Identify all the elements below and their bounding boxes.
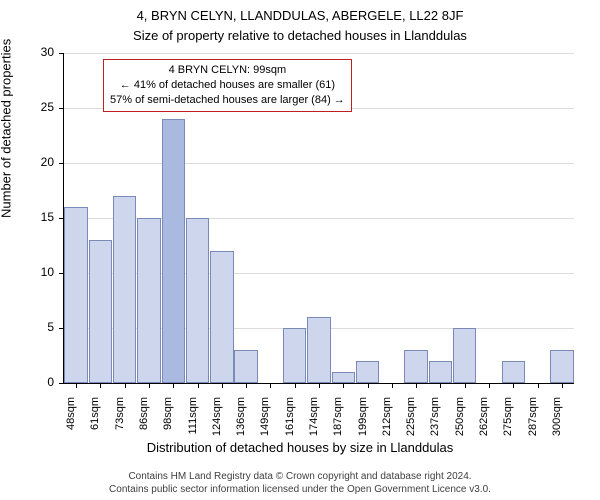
x-tick-label: 187sqm — [332, 397, 344, 441]
x-tick-label: 124sqm — [211, 397, 223, 441]
bar — [234, 350, 257, 383]
x-tick-label: 212sqm — [381, 397, 393, 441]
bar — [356, 361, 379, 383]
x-tick-label: 98sqm — [162, 397, 174, 441]
x-tick — [440, 383, 441, 388]
x-tick — [222, 383, 223, 388]
chart-container: 4, BRYN CELYN, LLANDDULAS, ABERGELE, LL2… — [0, 0, 600, 500]
x-tick — [149, 383, 150, 388]
footer-attribution: Contains HM Land Registry data © Crown c… — [0, 470, 600, 496]
x-tick — [538, 383, 539, 388]
x-tick — [319, 383, 320, 388]
x-tick — [173, 383, 174, 388]
gridline — [64, 53, 574, 54]
y-tick-label: 15 — [14, 210, 54, 224]
x-tick — [76, 383, 77, 388]
bar — [502, 361, 525, 383]
x-tick-label: 225sqm — [405, 397, 417, 441]
x-tick-label: 149sqm — [259, 397, 271, 441]
gridline — [64, 163, 574, 164]
x-tick — [343, 383, 344, 388]
y-tick — [59, 383, 64, 384]
y-axis-label: Number of detached properties — [0, 39, 14, 218]
x-tick — [198, 383, 199, 388]
x-tick-label: 262sqm — [478, 397, 490, 441]
footer-line-1: Contains HM Land Registry data © Crown c… — [128, 471, 471, 482]
x-tick-label: 199sqm — [357, 397, 369, 441]
annotation-line-1: 4 BRYN CELYN: 99sqm — [169, 64, 287, 76]
x-tick-label: 161sqm — [284, 397, 296, 441]
x-tick — [270, 383, 271, 388]
bar — [137, 218, 160, 383]
x-tick — [513, 383, 514, 388]
y-tick-label: 20 — [14, 155, 54, 169]
x-tick — [125, 383, 126, 388]
bar — [307, 317, 330, 383]
x-tick — [562, 383, 563, 388]
x-tick-label: 250sqm — [454, 397, 466, 441]
y-tick-label: 25 — [14, 100, 54, 114]
bar — [186, 218, 209, 383]
bar — [89, 240, 112, 383]
x-tick-label: 237sqm — [429, 397, 441, 441]
annotation-box: 4 BRYN CELYN: 99sqm ← 41% of detached hou… — [103, 59, 352, 112]
annotation-line-2: ← 41% of detached houses are smaller (61… — [120, 79, 335, 91]
bar — [64, 207, 87, 383]
x-tick — [246, 383, 247, 388]
bar — [453, 328, 476, 383]
bar — [283, 328, 306, 383]
x-tick-label: 287sqm — [527, 397, 539, 441]
x-tick — [100, 383, 101, 388]
x-tick — [392, 383, 393, 388]
x-tick-label: 275sqm — [502, 397, 514, 441]
x-tick-label: 73sqm — [114, 397, 126, 441]
y-tick-label: 5 — [14, 320, 54, 334]
bar — [332, 372, 355, 383]
y-tick-label: 30 — [14, 45, 54, 59]
x-tick — [416, 383, 417, 388]
footer-line-2: Contains public sector information licen… — [109, 484, 491, 495]
x-tick-label: 61sqm — [89, 397, 101, 441]
x-axis-label: Distribution of detached houses by size … — [0, 440, 600, 455]
y-tick-label: 0 — [14, 375, 54, 389]
y-tick — [59, 218, 64, 219]
x-tick — [489, 383, 490, 388]
chart-title-address: 4, BRYN CELYN, LLANDDULAS, ABERGELE, LL2… — [0, 8, 600, 23]
x-tick-label: 174sqm — [308, 397, 320, 441]
bar — [550, 350, 573, 383]
chart-title-subtitle: Size of property relative to detached ho… — [0, 28, 600, 43]
x-tick-label: 86sqm — [138, 397, 150, 441]
y-tick — [59, 108, 64, 109]
bar — [404, 350, 427, 383]
x-tick — [295, 383, 296, 388]
y-tick-label: 10 — [14, 265, 54, 279]
bar — [162, 119, 185, 383]
x-tick-label: 111sqm — [187, 397, 199, 441]
y-tick — [59, 273, 64, 274]
y-tick — [59, 328, 64, 329]
x-tick-label: 300sqm — [551, 397, 563, 441]
x-tick — [465, 383, 466, 388]
bar — [429, 361, 452, 383]
bar — [113, 196, 136, 383]
bar — [210, 251, 233, 383]
y-tick — [59, 163, 64, 164]
x-tick-label: 136sqm — [235, 397, 247, 441]
x-tick — [368, 383, 369, 388]
annotation-line-3: 57% of semi-detached houses are larger (… — [110, 94, 345, 106]
x-tick-label: 48sqm — [65, 397, 77, 441]
y-tick — [59, 53, 64, 54]
